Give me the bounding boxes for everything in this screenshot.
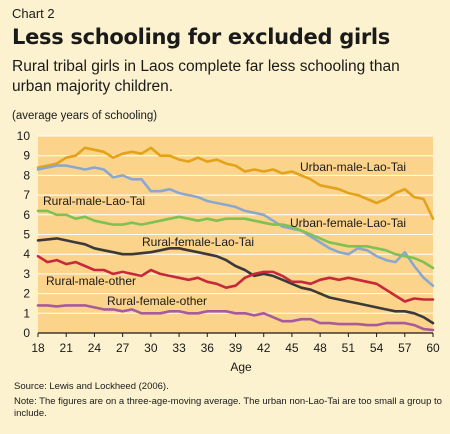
footer: Source: Lewis and Lockheed (2006). Note:… (14, 381, 444, 423)
x-axis-label: Age (230, 360, 252, 374)
series-lines (36, 146, 435, 332)
x-tick-label: 24 (88, 341, 102, 355)
series-label-rural-male-other: Rural-male-other (46, 274, 136, 288)
chart-title: Less schooling for excluded girls (12, 25, 390, 49)
x-tick-label: 51 (342, 341, 356, 355)
y-tick-label: 1 (23, 306, 30, 320)
y-tick-label: 9 (23, 149, 30, 163)
y-unit-note: (average years of schooling) (12, 110, 158, 122)
x-tick-label: 27 (116, 341, 130, 355)
x-tick-label: 33 (172, 341, 186, 355)
x-tick-label: 60 (426, 341, 440, 355)
source-note: Source: Lewis and Lockheed (2006). (14, 381, 169, 392)
chart-subtitle: Rural tribal girls in Laos complete far … (12, 58, 400, 95)
y-tick-label: 0 (23, 326, 30, 340)
x-tick-label: 18 (31, 341, 45, 355)
y-tick-label: 7 (23, 188, 30, 202)
chart-number: Chart 2 (12, 6, 55, 21)
series-line-urban-female-lao-tai (36, 209, 435, 270)
y-tick-label: 4 (23, 247, 30, 261)
x-tick-label: 36 (201, 341, 215, 355)
y-tick-label: 2 (23, 287, 30, 301)
gridlines (38, 135, 433, 334)
x-tick-label: 39 (229, 341, 243, 355)
methodology-note: Note: The figures are on a three-age-mov… (14, 395, 442, 420)
x-tick-label: 57 (398, 341, 412, 355)
y-tick-label: 3 (23, 267, 30, 281)
x-tick-label: 48 (313, 341, 327, 355)
series-line-rural-female-other (36, 304, 435, 332)
x-tick-label: 30 (144, 341, 158, 355)
y-tick-label: 5 (23, 228, 30, 242)
series-line-urban-male-lao-tai (36, 146, 435, 220)
x-tick-label: 54 (370, 341, 384, 355)
x-tick-label: 42 (257, 341, 271, 355)
y-tick-label: 8 (23, 168, 30, 182)
series-label-urban-male-lao-tai: Urban-male-Lao-Tai (300, 160, 406, 174)
series-label-rural-female-other: Rural-female-other (107, 294, 207, 308)
y-axis-ticks: 0 1 2 3 4 5 6 7 8 9 10 (17, 129, 31, 340)
x-axis-ticks: 18 21 24 27 30 33 36 39 42 45 48 51 54 57 60 (31, 333, 440, 355)
series-line-rural-male-other (36, 254, 435, 303)
series-label-urban-female-lao-tai: Urban-female-Lao-Tai (290, 216, 406, 230)
series-label-rural-female-lao-tai: Rural-female-Lao-Tai (142, 235, 254, 249)
x-tick-label: 21 (60, 341, 74, 355)
series-line-rural-male-lao-tai (36, 164, 435, 288)
series-label-rural-male-lao-tai: Rural-male-Lao-Tai (43, 194, 145, 208)
y-tick-label: 6 (23, 208, 30, 222)
series-line-rural-female-lao-tai (36, 237, 435, 325)
y-tick-label: 10 (17, 129, 31, 143)
x-tick-label: 45 (285, 341, 299, 355)
